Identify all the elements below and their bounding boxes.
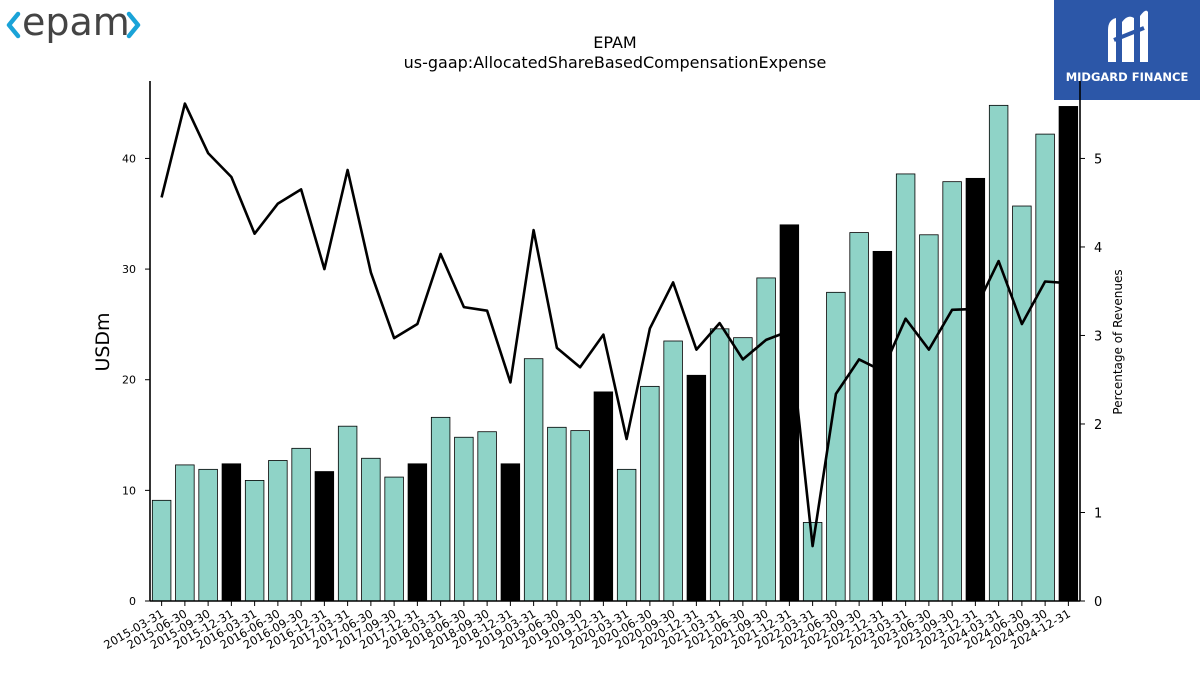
bar xyxy=(500,463,521,602)
bar xyxy=(616,468,637,602)
bar xyxy=(430,416,451,602)
line-series xyxy=(160,102,1069,548)
bar xyxy=(849,232,869,602)
y-tick-label: 0 xyxy=(129,595,136,608)
bar xyxy=(454,436,474,602)
bar xyxy=(1012,205,1032,602)
bar xyxy=(988,104,1009,602)
bar xyxy=(291,447,311,602)
y2-tick-label: 3 xyxy=(1094,329,1102,344)
bar xyxy=(384,476,404,602)
bar xyxy=(175,464,195,602)
bar xyxy=(593,391,614,602)
y2-tick-label: 2 xyxy=(1094,418,1102,433)
epam-logo: epam xyxy=(6,2,141,44)
y-tick-label: 40 xyxy=(122,152,136,165)
y2-tick-label: 5 xyxy=(1094,152,1102,167)
midgard-emblem-icon xyxy=(1108,10,1148,63)
bar xyxy=(826,291,846,602)
bar xyxy=(919,234,939,602)
chart-subtitle: us-gaap:AllocatedShareBasedCompensationE… xyxy=(404,53,827,72)
bar xyxy=(361,457,381,602)
bar xyxy=(709,328,730,602)
bar xyxy=(337,425,358,602)
bar xyxy=(965,177,986,602)
line-path xyxy=(160,102,1069,548)
bar xyxy=(942,181,962,602)
logo-left-text: epam xyxy=(22,2,130,44)
bar xyxy=(477,431,497,602)
bar xyxy=(547,426,567,602)
bar xyxy=(244,480,265,602)
midgard-finance-logo: MIDGARD FINANCE xyxy=(1054,0,1200,100)
y2-tick-label: 1 xyxy=(1094,506,1102,521)
bar xyxy=(872,250,893,602)
y2-tick-label: 4 xyxy=(1094,241,1102,256)
bar xyxy=(1035,133,1055,602)
bar xyxy=(198,468,218,602)
logo-right-chevron xyxy=(126,11,141,39)
bar xyxy=(895,173,916,602)
bar xyxy=(407,463,428,602)
chart-title: EPAM xyxy=(593,33,636,52)
bar xyxy=(686,374,707,602)
bar xyxy=(733,337,753,602)
bar xyxy=(314,471,335,602)
y2-axis-label: Percentage of Revenues xyxy=(1111,269,1125,414)
bar xyxy=(640,385,660,602)
midgard-logo-text: MIDGARD FINANCE xyxy=(1065,70,1189,84)
bar xyxy=(523,358,544,602)
bar xyxy=(756,277,776,602)
y-tick-label: 10 xyxy=(122,484,136,497)
y-tick-label: 30 xyxy=(122,263,136,276)
bar xyxy=(151,499,172,602)
y-tick-label: 20 xyxy=(122,374,136,387)
bar xyxy=(663,340,683,602)
axes: 0102030400123452015-03-312015-06-302015-… xyxy=(101,81,1102,652)
bar xyxy=(221,463,242,602)
y-axis-label: USDm xyxy=(92,312,114,371)
bar xyxy=(570,430,590,602)
bar xyxy=(779,224,800,602)
bar xyxy=(268,460,288,602)
bar-series xyxy=(151,104,1079,602)
logo-left-chevron xyxy=(6,11,21,39)
bar xyxy=(1058,106,1079,602)
y2-tick-label: 0 xyxy=(1094,595,1102,610)
